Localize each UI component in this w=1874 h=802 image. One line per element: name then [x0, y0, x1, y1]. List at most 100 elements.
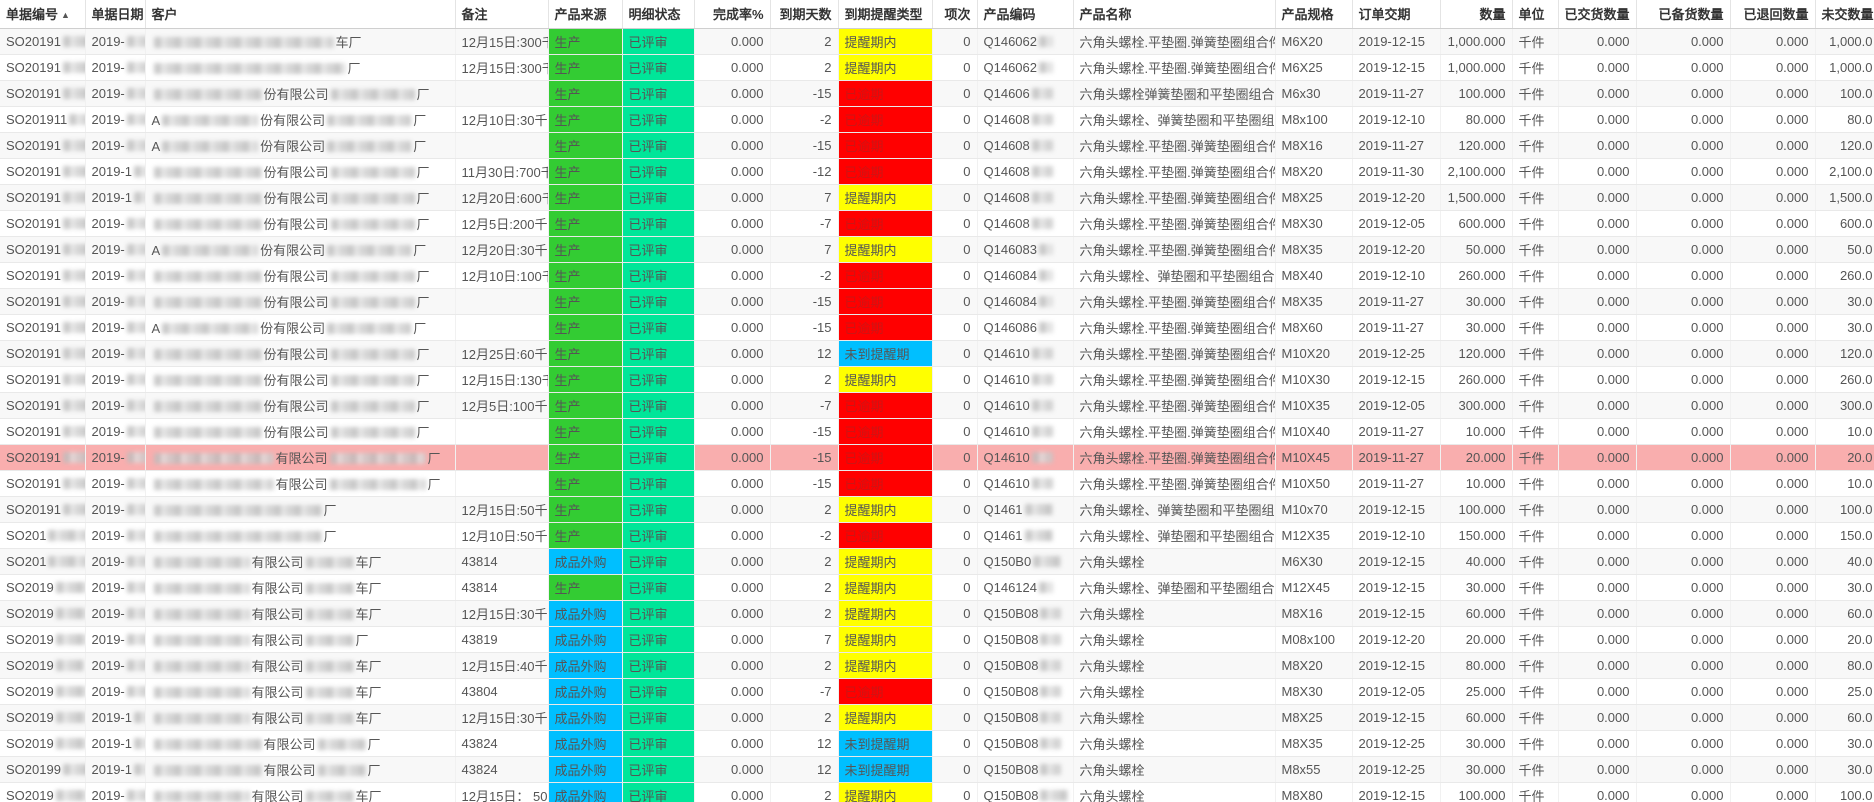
- cell-code[interactable]: Q1461: [977, 522, 1074, 549]
- cell-delivered[interactable]: 0.000: [1558, 626, 1637, 653]
- cell-spec[interactable]: M6x30: [1275, 80, 1353, 107]
- cell-status[interactable]: 已评审: [622, 470, 695, 497]
- cell-days[interactable]: -7: [770, 392, 839, 419]
- cell-spec[interactable]: M8X35: [1275, 236, 1353, 263]
- cell-remind[interactable]: 提醒期内: [838, 782, 933, 802]
- cell-rate[interactable]: 0.000: [694, 288, 771, 315]
- cell-customer[interactable]: A 份有限公司 厂: [145, 236, 456, 263]
- cell-name[interactable]: 六角头螺栓弹簧垫圈和平垫圈组合件: [1073, 80, 1276, 107]
- order-row[interactable]: SO20191 2019- 有限公司 厂 生产 已评审 0.000 -15 已逾期 0 Q14610…: [0, 470, 1874, 497]
- cell-unit[interactable]: 千件: [1512, 444, 1559, 471]
- cell-remark[interactable]: 12月20日:600千: [455, 184, 549, 211]
- cell-order_no[interactable]: SO20191: [0, 366, 86, 393]
- cell-source[interactable]: 生产: [548, 340, 623, 367]
- cell-name[interactable]: 六角头螺栓: [1073, 600, 1276, 627]
- cell-code[interactable]: Q14608: [977, 158, 1074, 185]
- cell-days[interactable]: 12: [770, 730, 839, 757]
- cell-returned[interactable]: 0.000: [1730, 80, 1816, 107]
- cell-qty[interactable]: 80.000: [1440, 106, 1513, 133]
- cell-customer[interactable]: 厂: [145, 54, 456, 81]
- cell-rate[interactable]: 0.000: [694, 210, 771, 237]
- cell-due[interactable]: 2019-12-15: [1352, 782, 1441, 802]
- cell-spec[interactable]: M8X20: [1275, 652, 1353, 679]
- cell-code[interactable]: Q150B08: [977, 652, 1074, 679]
- cell-days[interactable]: 2: [770, 496, 839, 523]
- order-row[interactable]: SO20191 2019- 份有限公司 厂 12月5日:200千 生产 已评审 0.000 -7…: [0, 210, 1874, 237]
- cell-remind[interactable]: 未到提醒期: [838, 756, 933, 783]
- cell-code[interactable]: Q14608: [977, 106, 1074, 133]
- cell-order_no[interactable]: SO201: [0, 522, 86, 549]
- cell-seq[interactable]: 0: [932, 574, 978, 601]
- cell-code[interactable]: Q14610: [977, 392, 1074, 419]
- cell-returned[interactable]: 0.000: [1730, 366, 1816, 393]
- cell-source[interactable]: 生产: [548, 106, 623, 133]
- cell-days[interactable]: -2: [770, 522, 839, 549]
- cell-returned[interactable]: 0.000: [1730, 652, 1816, 679]
- cell-spec[interactable]: M8X40: [1275, 262, 1353, 289]
- cell-due[interactable]: 2019-12-25: [1352, 340, 1441, 367]
- cell-source[interactable]: 生产: [548, 236, 623, 263]
- order-row[interactable]: SO2019 2019- 有限公司 车厂 43804 成品外购 已评审 0.000 -7 已逾期 0…: [0, 678, 1874, 705]
- cell-order_date[interactable]: 2019-: [85, 574, 146, 601]
- order-row[interactable]: SO20191 2019- A 份有限公司 厂 12月20日:30千 生产 已评审 0.000 7…: [0, 236, 1874, 263]
- cell-remark[interactable]: 43824: [455, 730, 549, 757]
- cell-spec[interactable]: M10X50: [1275, 470, 1353, 497]
- cell-source[interactable]: 生产: [548, 522, 623, 549]
- cell-days[interactable]: 2: [770, 782, 839, 802]
- cell-spec[interactable]: M10X45: [1275, 444, 1353, 471]
- cell-source[interactable]: 生产: [548, 262, 623, 289]
- cell-status[interactable]: 已评审: [622, 288, 695, 315]
- cell-remind[interactable]: 未到提醒期: [838, 730, 933, 757]
- cell-customer[interactable]: 有限公司 厂: [145, 626, 456, 653]
- cell-source[interactable]: 成品外购: [548, 626, 623, 653]
- cell-days[interactable]: 7: [770, 184, 839, 211]
- cell-due[interactable]: 2019-12-10: [1352, 106, 1441, 133]
- cell-order_date[interactable]: 2019-: [85, 392, 146, 419]
- cell-seq[interactable]: 0: [932, 652, 978, 679]
- cell-rate[interactable]: 0.000: [694, 574, 771, 601]
- cell-source[interactable]: 生产: [548, 210, 623, 237]
- cell-seq[interactable]: 0: [932, 730, 978, 757]
- cell-rate[interactable]: 0.000: [694, 392, 771, 419]
- cell-remark[interactable]: 11月30日:700千: [455, 158, 549, 185]
- cell-delivered[interactable]: 0.000: [1558, 444, 1637, 471]
- cell-name[interactable]: 六角头螺栓.平垫圈.弹簧垫圈组合件: [1073, 28, 1276, 55]
- order-row[interactable]: SO20191 2019-1 份有限公司 厂 11月30日:700千 生产 已评审 0.000…: [0, 158, 1874, 185]
- cell-qty[interactable]: 50.000: [1440, 236, 1513, 263]
- cell-order_date[interactable]: 2019-: [85, 210, 146, 237]
- cell-name[interactable]: 六角头螺栓、弹垫圈和平垫圈组合件: [1073, 574, 1276, 601]
- cell-remark[interactable]: 43819: [455, 626, 549, 653]
- cell-delivered[interactable]: 0.000: [1558, 366, 1637, 393]
- cell-undelivered[interactable]: 25.0: [1815, 678, 1874, 705]
- cell-name[interactable]: 六角头螺栓、弹垫圈和平垫圈组合件: [1073, 262, 1276, 289]
- cell-status[interactable]: 已评审: [622, 574, 695, 601]
- cell-stocked[interactable]: 0.000: [1636, 80, 1731, 107]
- cell-remind[interactable]: 已逾期: [838, 678, 933, 705]
- column-header-remark[interactable]: 备注: [455, 0, 549, 29]
- cell-remark[interactable]: 12月10日:100千: [455, 262, 549, 289]
- cell-customer[interactable]: 车厂: [145, 28, 456, 55]
- cell-remind[interactable]: 已逾期: [838, 392, 933, 419]
- order-row[interactable]: SO201911 2019- A 份有限公司 厂 12月10日:30千 生产 已评审 0.000…: [0, 106, 1874, 133]
- cell-source[interactable]: 生产: [548, 314, 623, 341]
- cell-undelivered[interactable]: 80.0: [1815, 652, 1874, 679]
- cell-spec[interactable]: M8X20: [1275, 158, 1353, 185]
- cell-seq[interactable]: 0: [932, 184, 978, 211]
- cell-code[interactable]: Q14610: [977, 444, 1074, 471]
- cell-customer[interactable]: 份有限公司 厂: [145, 262, 456, 289]
- cell-order_date[interactable]: 2019-1: [85, 704, 146, 731]
- cell-stocked[interactable]: 0.000: [1636, 54, 1731, 81]
- cell-stocked[interactable]: 0.000: [1636, 236, 1731, 263]
- cell-stocked[interactable]: 0.000: [1636, 262, 1731, 289]
- cell-remark[interactable]: 12月15日:300千: [455, 28, 549, 55]
- cell-seq[interactable]: 0: [932, 548, 978, 575]
- cell-remind[interactable]: 提醒期内: [838, 574, 933, 601]
- order-row[interactable]: SO20191 2019- 份有限公司 厂 生产 已评审 0.000 -15 已逾期 0 Q1461…: [0, 418, 1874, 445]
- cell-source[interactable]: 成品外购: [548, 600, 623, 627]
- cell-seq[interactable]: 0: [932, 236, 978, 263]
- cell-name[interactable]: 六角头螺栓.平垫圈.弹簧垫圈组合件: [1073, 340, 1276, 367]
- cell-customer[interactable]: 份有限公司 厂: [145, 340, 456, 367]
- column-header-code[interactable]: 产品编码: [977, 0, 1074, 29]
- cell-seq[interactable]: 0: [932, 470, 978, 497]
